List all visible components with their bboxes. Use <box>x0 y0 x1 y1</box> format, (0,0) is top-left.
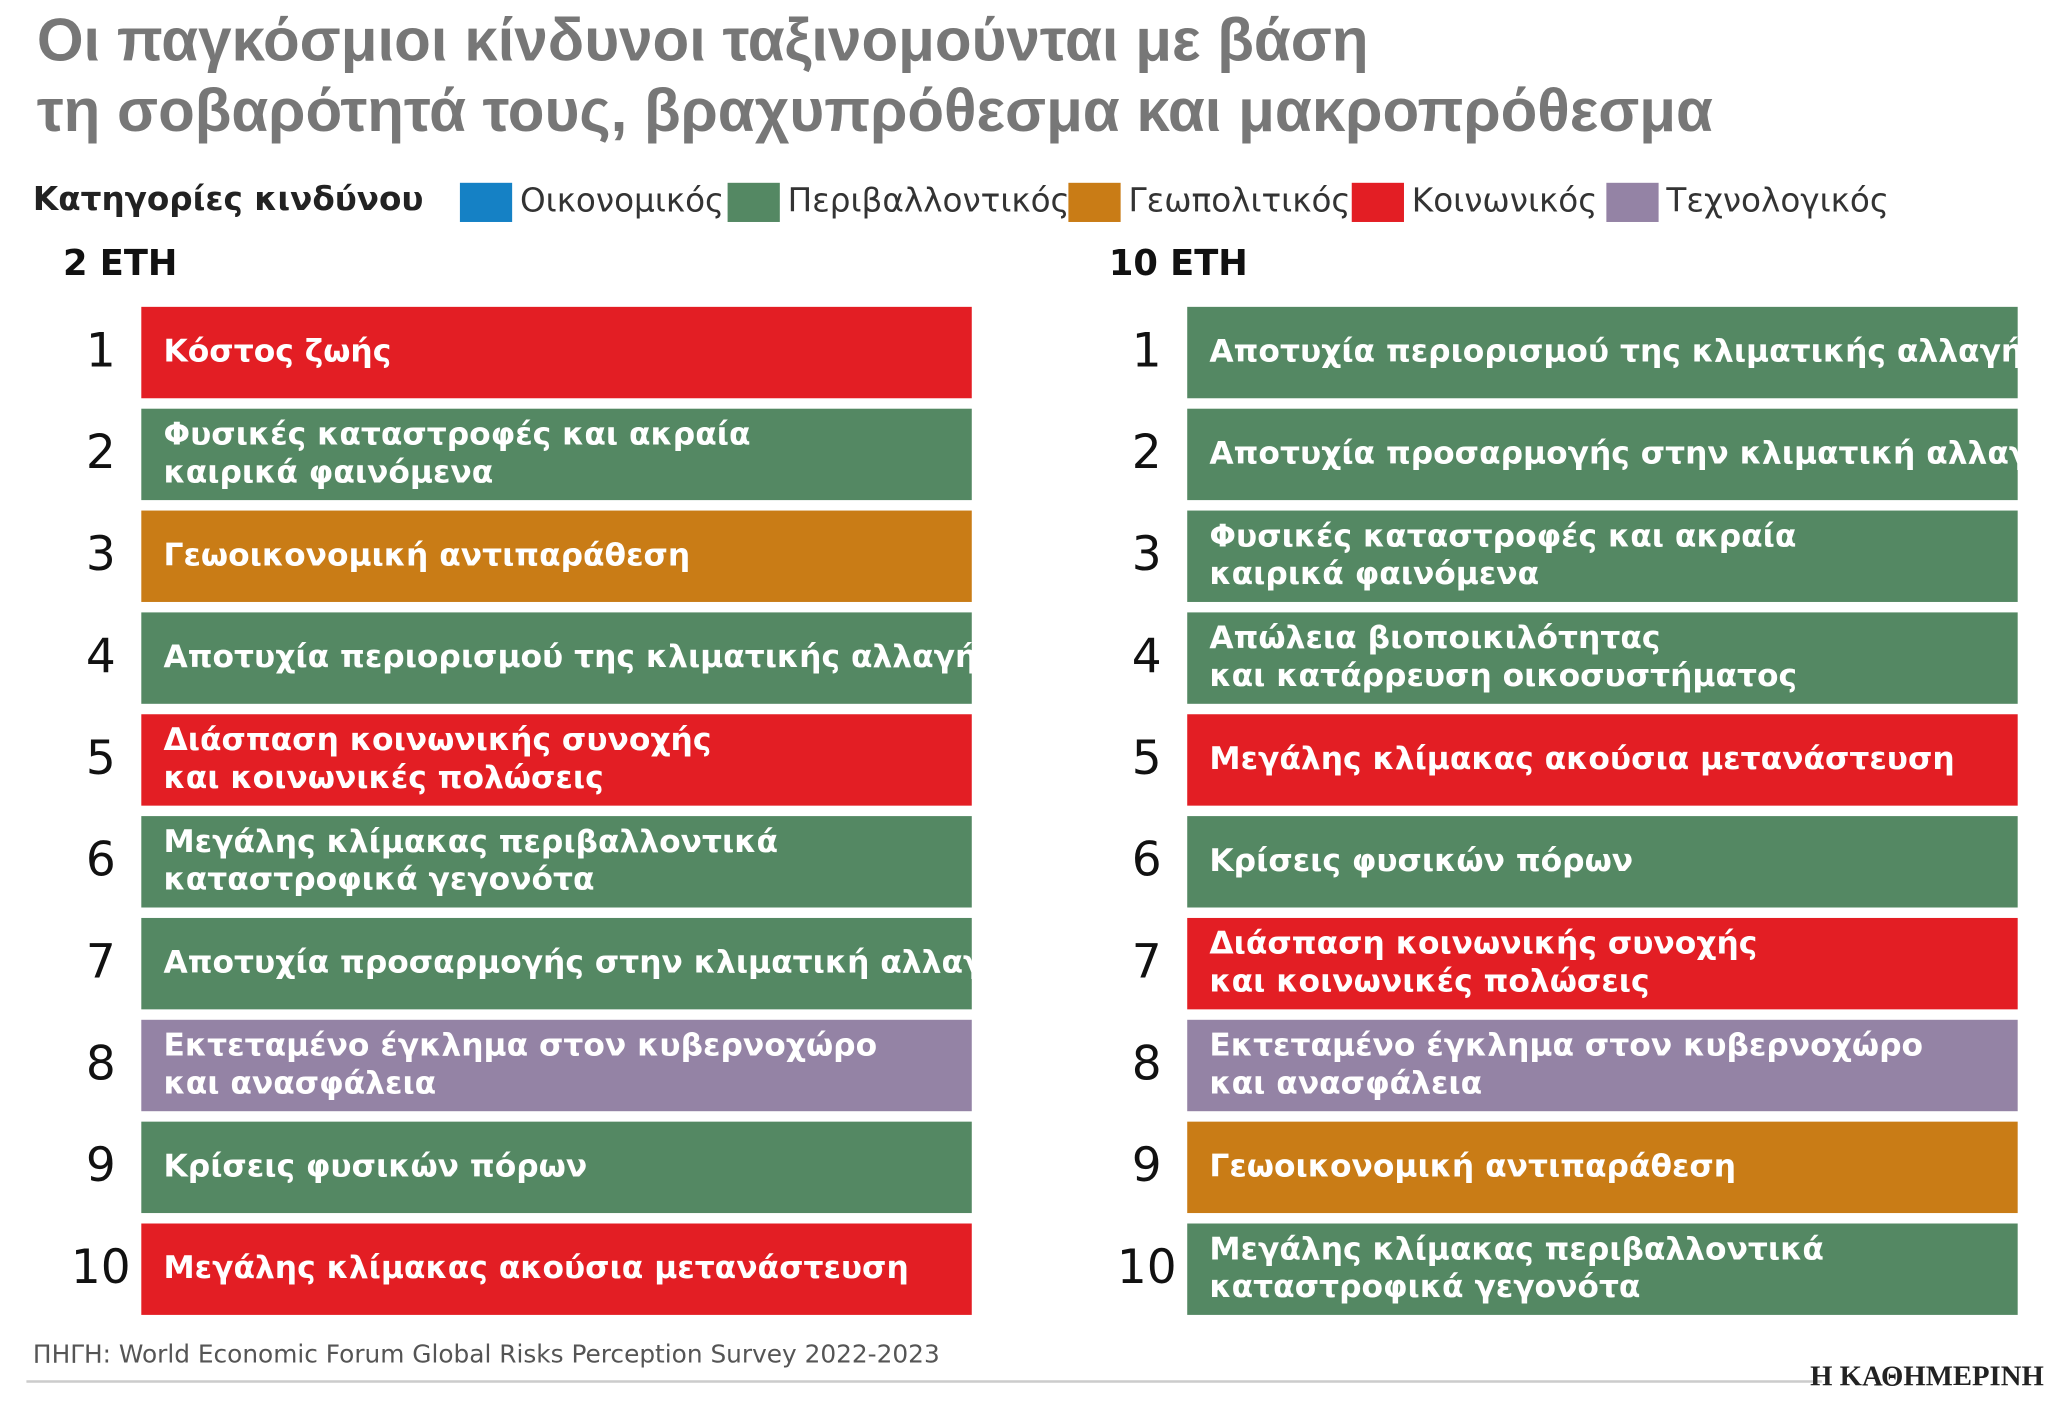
column-heading: 10 ΕΤΗ <box>1109 243 1248 284</box>
legend-swatch <box>727 182 780 222</box>
risk-label: και ανασφάλεια <box>164 1065 437 1101</box>
risk-label: Μεγάλης κλίμακας περιβαλλοντικά <box>164 824 779 860</box>
risk-bar <box>141 714 972 806</box>
risk-bar <box>141 1019 972 1112</box>
rank: 4 <box>86 629 116 684</box>
legend-item: Κοινωνικός <box>1412 181 1598 219</box>
risk-label: και ανασφάλεια <box>1209 1065 1482 1101</box>
column-heading: 2 ΕΤΗ <box>63 243 177 284</box>
rank: 10 <box>71 1240 131 1295</box>
legend-item: Περιβαλλοντικός <box>788 181 1070 219</box>
risk-bar <box>141 510 972 602</box>
source: ΠΗΓΗ: World Economic Forum Global Risks … <box>33 1339 940 1368</box>
rank: 3 <box>1132 527 1162 582</box>
title-line: τη σοβαρότητά τους, βραχυπρόθεσμα και μα… <box>37 77 1713 144</box>
risk-label: και κοινωνικές πολώσεις <box>1209 964 1649 1000</box>
risk-label: Κρίσεις φυσικών πόρων <box>164 1148 588 1184</box>
risk-label: Κρίσεις φυσικών πόρων <box>1209 843 1633 879</box>
rank: 6 <box>1132 833 1162 888</box>
rank: 7 <box>1132 934 1162 989</box>
risk-label: Διάσπαση κοινωνικής συνοχής <box>1209 926 1757 962</box>
risk-bar <box>1187 612 2018 704</box>
rank: 1 <box>1132 323 1162 378</box>
risk-bar <box>141 612 972 704</box>
risk-label: καιρικά φαινόμενα <box>1209 556 1539 592</box>
risk-label: και κοινωνικές πολώσεις <box>164 760 604 796</box>
rank: 9 <box>86 1138 116 1193</box>
legend-swatch <box>1351 182 1404 222</box>
risk-bar <box>141 917 972 1010</box>
risk-label: Αποτυχία προσαρμογής στην κλιματική αλλα… <box>1209 435 2048 471</box>
rank: 8 <box>86 1036 116 1091</box>
rank: 5 <box>1132 731 1162 786</box>
risk-bar <box>141 1223 972 1315</box>
risk-label: Απώλεια βιοποικιλότητας <box>1209 620 1660 656</box>
risk-bar <box>1187 306 2018 399</box>
risk-label: Αποτυχία περιορισμού της κλιματικής αλλα… <box>164 639 996 675</box>
legend-item: Οικονομικός <box>520 181 724 219</box>
rank: 3 <box>86 527 116 582</box>
risk-bar <box>1187 714 2018 806</box>
risk-bar <box>1187 816 2018 908</box>
legend-swatch <box>1606 182 1659 222</box>
legend-item: Τεχνολογικός <box>1665 181 1889 219</box>
risk-label: καταστροφικά γεγονότα <box>164 862 595 898</box>
risk-label: Μεγάλης κλίμακας ακούσια μετανάστευση <box>1209 741 1954 777</box>
risk-label: Εκτεταμένο έγκλημα στον κυβερνοχώρο <box>164 1028 878 1064</box>
risk-label: Εκτεταμένο έγκλημα στον κυβερνοχώρο <box>1209 1028 1923 1064</box>
risk-bar <box>1187 1223 2018 1315</box>
title-line: Οι παγκόσμιοι κίνδυνοι ταξινομούνται με … <box>37 6 1369 73</box>
risk-bar <box>141 306 972 399</box>
risk-bar <box>1187 1121 2018 1214</box>
risk-bar <box>141 1121 972 1214</box>
rank: 7 <box>86 934 116 989</box>
rank: 2 <box>86 425 116 480</box>
legend-swatch <box>1068 182 1121 222</box>
rank: 9 <box>1132 1138 1162 1193</box>
rank: 2 <box>1132 425 1162 480</box>
risk-label: Κόστος ζωής <box>164 334 392 370</box>
risk-bar <box>141 816 972 908</box>
legend-swatch <box>459 182 513 222</box>
rank: 6 <box>86 833 116 888</box>
rank: 5 <box>86 731 116 786</box>
rank: 10 <box>1117 1240 1177 1295</box>
legend-item: Γεωπολιτικός <box>1128 181 1350 219</box>
risk-label: Φυσικές καταστροφές και ακραία <box>1209 518 1796 554</box>
risk-bar <box>1187 1019 2018 1112</box>
risk-label: Μεγάλης κλίμακας περιβαλλοντικά <box>1209 1231 1824 1267</box>
risk-label: Αποτυχία προσαρμογής στην κλιματική αλλα… <box>164 945 1007 981</box>
logo: Η ΚΑΘΗΜΕΡΙΝΗ <box>1810 1360 2044 1392</box>
risk-label: Μεγάλης κλίμακας ακούσια μετανάστευση <box>164 1250 909 1286</box>
risk-label: καιρικά φαινόμενα <box>164 454 494 490</box>
risk-bar <box>1187 408 2018 501</box>
risk-label: Διάσπαση κοινωνικής συνοχής <box>164 722 712 758</box>
risk-label: Αποτυχία περιορισμού της κλιματικής αλλα… <box>1209 334 2041 370</box>
risk-label: καταστροφικά γεγονότα <box>1209 1269 1640 1305</box>
risk-label: Γεωοικονομική αντιπαράθεση <box>1209 1148 1736 1184</box>
risk-label: και κατάρρευση οικοσυστήματος <box>1209 658 1797 694</box>
risk-bar <box>1187 917 2018 1010</box>
risk-label: Γεωοικονομική αντιπαράθεση <box>164 537 691 573</box>
risk-label: Φυσικές καταστροφές και ακραία <box>164 416 751 452</box>
rank: 8 <box>1132 1036 1162 1091</box>
rank: 4 <box>1132 629 1162 684</box>
legend-label: Κατηγορίες κινδύνου <box>33 180 424 218</box>
risk-bar <box>141 408 972 501</box>
risk-bar <box>1187 510 2018 602</box>
rank: 1 <box>86 323 116 378</box>
